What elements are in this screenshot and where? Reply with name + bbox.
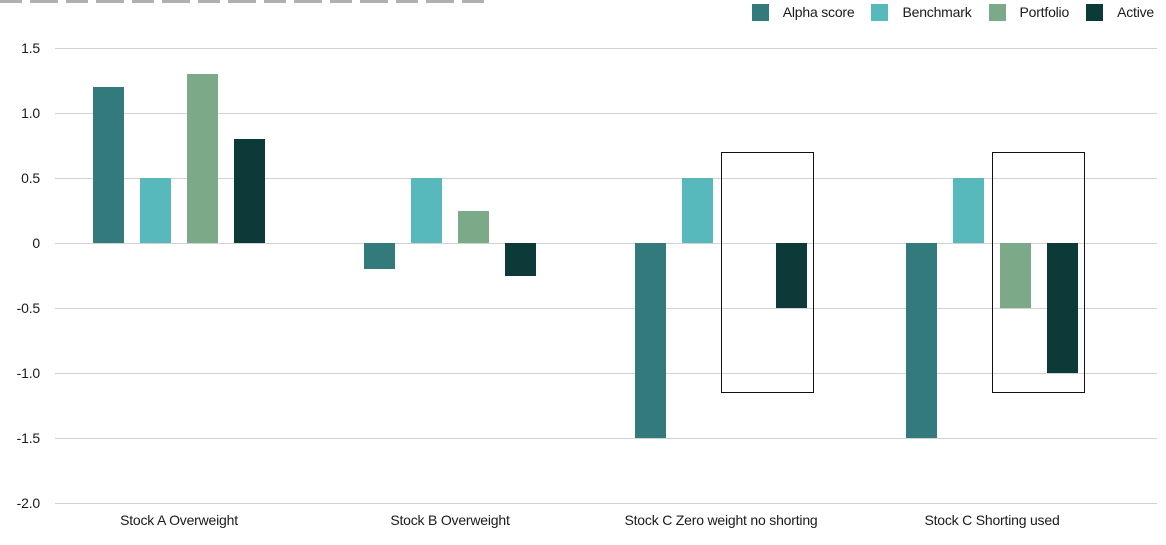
bar-alpha-score-stock-a-overweight bbox=[93, 87, 124, 243]
bar-active-stock-c-shorting-used bbox=[1047, 243, 1078, 373]
bar-portfolio-stock-c-shorting-used bbox=[1000, 243, 1031, 308]
bar-active-stock-b-overweight bbox=[505, 243, 536, 276]
highlight-box-stock-c-zero-weight-no-shorting bbox=[721, 152, 814, 393]
bar-benchmark-stock-a-overweight bbox=[140, 178, 171, 243]
bar-portfolio-stock-b-overweight bbox=[458, 210, 489, 243]
gridline--1.5 bbox=[55, 438, 1157, 439]
ytick-label-1.0: 1.0 bbox=[21, 105, 40, 121]
ytick-label--1.5: -1.5 bbox=[16, 430, 41, 446]
gridline-1.5 bbox=[55, 48, 1157, 49]
xtick-label-stock-b-overweight: Stock B Overweight bbox=[390, 512, 510, 528]
xtick-label-stock-c-zero-weight-no-shorting: Stock C Zero weight no shorting bbox=[624, 512, 818, 528]
legend-label-alpha-score: Alpha score bbox=[782, 4, 855, 20]
gridline-0 bbox=[55, 243, 1157, 244]
legend-item-benchmark: Benchmark bbox=[871, 4, 972, 21]
ytick-label-0: 0 bbox=[32, 235, 40, 251]
legend-item-active: Active bbox=[1086, 4, 1154, 21]
legend-item-portfolio: Portfolio bbox=[988, 4, 1070, 21]
legend-label-benchmark: Benchmark bbox=[902, 4, 972, 20]
xtick-label-stock-c-shorting-used: Stock C Shorting used bbox=[924, 512, 1060, 528]
chart-legend: Alpha score Benchmark Portfolio Active bbox=[751, 4, 1154, 21]
legend-swatch-active-icon bbox=[1086, 4, 1104, 21]
bar-benchmark-stock-c-zero-weight-no-shorting bbox=[682, 178, 713, 243]
legend-swatch-alpha-score-icon bbox=[751, 4, 769, 21]
bar-alpha-score-stock-b-overweight bbox=[364, 243, 395, 269]
bar-active-stock-a-overweight bbox=[234, 139, 265, 243]
ytick-label--2.0: -2.0 bbox=[16, 495, 41, 511]
ytick-label-0.5: 0.5 bbox=[21, 170, 40, 186]
bar-alpha-score-stock-c-zero-weight-no-shorting bbox=[635, 243, 666, 438]
legend-item-alpha-score: Alpha score bbox=[751, 4, 855, 21]
ytick-label--1.0: -1.0 bbox=[16, 365, 41, 381]
cropped-title-fragments bbox=[0, 0, 492, 3]
bar-benchmark-stock-b-overweight bbox=[411, 178, 442, 243]
bar-alpha-score-stock-c-shorting-used bbox=[906, 243, 937, 438]
bar-benchmark-stock-c-shorting-used bbox=[953, 178, 984, 243]
bar-portfolio-stock-a-overweight bbox=[187, 74, 218, 243]
gridline--2.0 bbox=[55, 503, 1157, 504]
bar-active-stock-c-zero-weight-no-shorting bbox=[776, 243, 807, 308]
gridline-1.0 bbox=[55, 113, 1157, 114]
ytick-label-1.5: 1.5 bbox=[21, 40, 40, 56]
legend-label-active: Active bbox=[1117, 4, 1154, 20]
legend-label-portfolio: Portfolio bbox=[1019, 4, 1070, 20]
gridline--0.5 bbox=[55, 308, 1157, 309]
legend-swatch-portfolio-icon bbox=[988, 4, 1006, 21]
xtick-label-stock-a-overweight: Stock A Overweight bbox=[120, 512, 238, 528]
legend-swatch-benchmark-icon bbox=[871, 4, 889, 21]
ytick-label--0.5: -0.5 bbox=[16, 300, 41, 316]
gridline--1.0 bbox=[55, 373, 1157, 374]
highlight-box-stock-c-shorting-used bbox=[992, 152, 1085, 393]
gridline-0.5 bbox=[55, 178, 1157, 179]
